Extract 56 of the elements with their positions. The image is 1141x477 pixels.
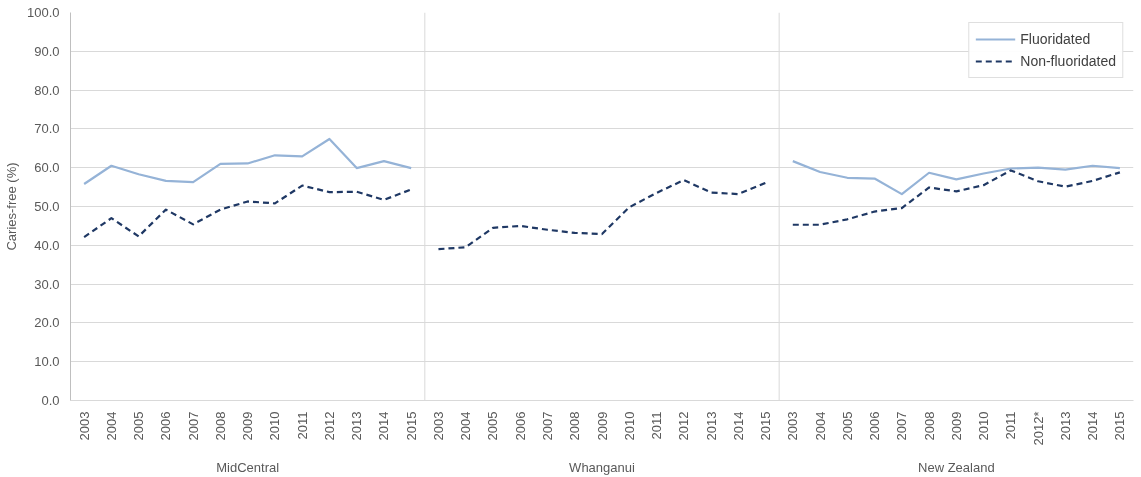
x-tick-label: 2013 (1057, 411, 1073, 441)
x-tick-label: 2006 (867, 411, 883, 441)
x-tick-label: 2003 (430, 411, 446, 441)
x-tick-label: 2009 (240, 411, 256, 441)
y-tick-label: 50.0 (34, 199, 60, 214)
x-tick-label: 2010 (976, 411, 992, 441)
x-tick-label: 2009 (948, 411, 964, 441)
x-tick-label: 2014 (730, 411, 746, 441)
x-tick-label: 2008 (212, 411, 228, 441)
x-tick-label: 2011 (294, 411, 310, 440)
x-tick-label: 2012* (1030, 411, 1046, 446)
x-tick-label: 2007 (185, 411, 201, 441)
x-tick-label: 2004 (812, 411, 828, 441)
y-tick-label: 10.0 (34, 354, 60, 370)
y-tick-label: 40.0 (34, 237, 60, 253)
text: Whanganui (569, 459, 635, 475)
x-tick-label: 2014 (376, 411, 392, 441)
x-tick-label: 2012 (321, 411, 337, 441)
x-tick-label: 2012 (676, 411, 692, 441)
legend-label: Non-fluoridated (1020, 53, 1116, 69)
x-tick-label: 2005 (131, 411, 147, 441)
x-tick-label: 2010 (267, 411, 283, 441)
x-tick-label: 2004 (103, 411, 119, 441)
x-tick-label: 2006 (512, 411, 528, 441)
x-tick-label: 2007 (894, 411, 910, 441)
x-tick-label: 2009 (594, 411, 610, 441)
x-tick-label: 2003 (785, 411, 801, 441)
x-tick-label: 2004 (458, 411, 474, 441)
y-tick-label: 20.0 (34, 315, 60, 331)
x-tick-label: 2003 (76, 411, 92, 441)
y-tick-label: 70.0 (34, 121, 60, 137)
text: New Zealand (918, 459, 995, 475)
y-tick-label: 60.0 (34, 160, 60, 176)
x-tick-label: 2005 (839, 411, 855, 441)
x-tick-label: 2015 (403, 411, 419, 441)
y-tick-label: 30.0 (34, 276, 60, 292)
y-axis-title: Caries-free (%) (3, 162, 19, 251)
x-tick-label: 2014 (1085, 411, 1101, 441)
x-tick-label: 2010 (621, 411, 637, 441)
y-tick-label: 0.0 (41, 393, 60, 408)
legend-label: Fluoridated (1020, 31, 1091, 47)
y-tick-label: 80.0 (34, 82, 60, 98)
x-tick-label: 2007 (539, 411, 555, 441)
text: MidCentral (216, 459, 280, 475)
x-tick-label: 2013 (349, 411, 365, 441)
y-tick-label: 100.0 (26, 5, 60, 20)
x-tick-label: 2015 (1112, 411, 1128, 441)
x-tick-label: 2005 (485, 411, 501, 441)
x-tick-label: 2013 (703, 411, 719, 441)
y-tick-label: 90.0 (34, 43, 60, 59)
x-tick-label: 2006 (158, 411, 174, 441)
x-tick-label: 2011 (1003, 411, 1019, 440)
x-tick-label: 2008 (567, 411, 583, 441)
x-tick-label: 2008 (921, 411, 937, 441)
x-tick-label: 2011 (649, 411, 665, 440)
x-tick-label: 2015 (758, 411, 774, 441)
